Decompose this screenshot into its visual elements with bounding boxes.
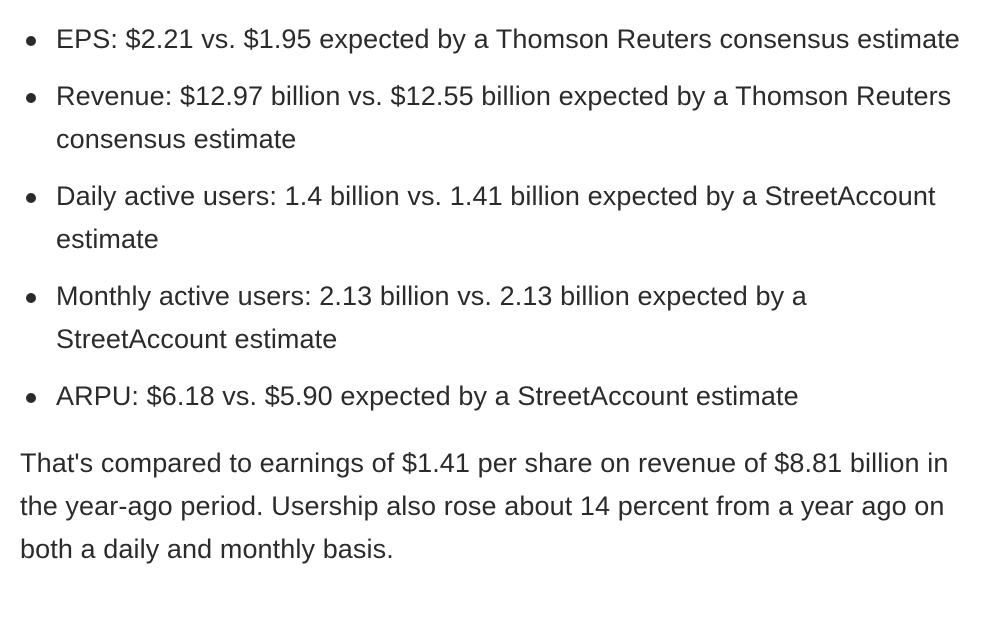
bullet-dot-icon: [26, 393, 36, 403]
bullet-dot-icon: [26, 36, 36, 46]
summary-paragraph: That's compared to earnings of $1.41 per…: [20, 448, 949, 564]
bullet-text: Monthly active users: 2.13 billion vs. 2…: [56, 281, 807, 354]
bullet-dot-icon: [26, 93, 36, 103]
bullet-text: Daily active users: 1.4 billion vs. 1.41…: [56, 181, 936, 254]
bullet-item-arpu: ARPU: $6.18 vs. $5.90 expected by a Stre…: [20, 375, 980, 418]
bullet-text: EPS: $2.21 vs. $1.95 expected by a Thoms…: [56, 24, 960, 54]
bullet-text: Revenue: $12.97 billion vs. $12.55 billi…: [56, 81, 952, 154]
bullet-item-daily-active-users: Daily active users: 1.4 billion vs. 1.41…: [20, 175, 980, 261]
bullet-item-monthly-active-users: Monthly active users: 2.13 billion vs. 2…: [20, 275, 980, 361]
bullet-dot-icon: [26, 193, 36, 203]
earnings-bullet-list: EPS: $2.21 vs. $1.95 expected by a Thoms…: [20, 18, 980, 418]
bullet-text: ARPU: $6.18 vs. $5.90 expected by a Stre…: [56, 381, 799, 411]
bullet-dot-icon: [26, 293, 36, 303]
bullet-item-revenue: Revenue: $12.97 billion vs. $12.55 billi…: [20, 75, 980, 161]
bullet-item-eps: EPS: $2.21 vs. $1.95 expected by a Thoms…: [20, 18, 980, 61]
